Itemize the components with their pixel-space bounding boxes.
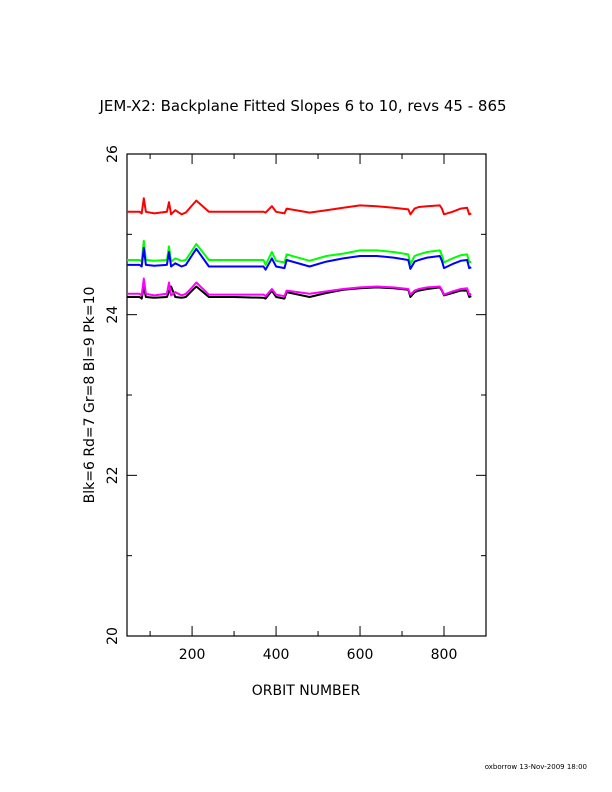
x-axis-label: ORBIT NUMBER xyxy=(252,683,361,699)
series-line-1 xyxy=(127,197,472,216)
series-line-4 xyxy=(127,277,472,298)
x-tick-label: 600 xyxy=(347,647,374,663)
y-tick-label: 20 xyxy=(105,627,121,645)
axis-ticks: 200 400 600 800 20 22 24 26 xyxy=(105,145,487,663)
plot-frame xyxy=(126,153,487,637)
chart-title: JEM-X2: Backplane Fitted Slopes 6 to 10,… xyxy=(98,97,506,115)
data-series xyxy=(127,197,472,300)
y-tick-label: 22 xyxy=(105,466,121,484)
series-line-3 xyxy=(127,247,472,271)
x-tick-label: 800 xyxy=(431,647,458,663)
y-tick-label: 24 xyxy=(105,306,121,324)
x-tick-label: 400 xyxy=(263,647,290,663)
y-tick-label: 26 xyxy=(105,145,121,163)
x-tick-label: 200 xyxy=(179,647,206,663)
y-axis-label: Blk=6 Rd=7 Gr=8 Bl=9 Pk=10 xyxy=(82,287,98,504)
footer-credit: oxborrow 13-Nov-2009 18:00 xyxy=(485,763,587,771)
series-line-2 xyxy=(127,239,472,266)
